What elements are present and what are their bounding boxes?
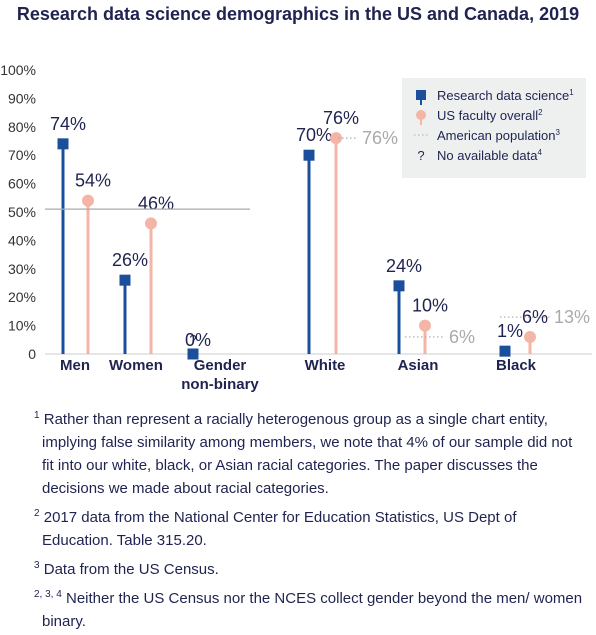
- footnote-mark: 1: [34, 410, 40, 421]
- legend-name: US faculty overall: [437, 108, 538, 123]
- value-label: 70%: [296, 125, 332, 145]
- y-tick-label: 30%: [8, 261, 36, 277]
- value-label: 10%: [412, 296, 448, 316]
- y-tick-label: 20%: [8, 289, 36, 305]
- footnote-mark: 2, 3, 4: [34, 589, 62, 600]
- value-label: 6%: [522, 307, 548, 327]
- reference-label: 6%: [449, 327, 475, 347]
- value-label: 54%: [75, 171, 111, 191]
- marker: [330, 132, 342, 145]
- x-tick-label: Black: [496, 357, 537, 374]
- marker: [419, 319, 431, 332]
- marker: [499, 345, 511, 357]
- value-label: 46%: [138, 193, 174, 213]
- x-tick-label: Men: [60, 357, 90, 374]
- footnote: 3 Data from the US Census.: [28, 554, 588, 581]
- y-tick-label: 10%: [8, 318, 36, 334]
- reference-label: 76%: [362, 128, 398, 148]
- y-tick-label: 60%: [8, 176, 36, 192]
- legend-symbol: ?: [417, 148, 424, 163]
- footnote-text: Data from the US Census.: [43, 561, 219, 578]
- legend-label: American population3: [437, 128, 561, 143]
- legend-footnote: 2: [538, 108, 543, 117]
- footnote-text: Rather than represent a racially heterog…: [42, 411, 573, 497]
- marker: [524, 330, 536, 343]
- footnote: 2, 3, 4 Neither the US Census nor the NC…: [28, 583, 588, 633]
- value-label: 0%: [185, 330, 211, 350]
- marker: [303, 149, 315, 161]
- legend-label: Research data science1: [437, 88, 574, 103]
- y-tick-label: 50%: [8, 204, 36, 220]
- x-tick-label: Women: [109, 357, 163, 374]
- y-tick-label: 70%: [8, 147, 36, 163]
- y-tick-label: 100%: [0, 62, 36, 78]
- legend: Research data science1 US faculty overall…: [414, 88, 574, 163]
- footnote: 2 2017 data from the National Center for…: [28, 502, 588, 552]
- footnote: 1 Rather than represent a racially heter…: [28, 404, 588, 500]
- value-label: 24%: [386, 256, 422, 276]
- x-tick-label: Asian: [398, 357, 439, 374]
- value-label: 76%: [323, 108, 359, 128]
- no-data-mark: ?: [189, 332, 196, 347]
- footnotes: 1 Rather than represent a racially heter…: [28, 404, 588, 635]
- legend-footnote: 1: [569, 88, 574, 97]
- x-tick-label-line: Gender: [194, 357, 247, 374]
- marker: [119, 274, 131, 286]
- legend-symbol: [416, 110, 426, 120]
- marker: [145, 217, 157, 230]
- marker: [393, 280, 405, 292]
- legend-label: No available data4: [437, 148, 542, 163]
- x-tick-label: Gender non-binary: [181, 357, 259, 393]
- y-tick-label: 0: [28, 346, 36, 362]
- legend-box: [402, 78, 586, 178]
- x-tick-label: White: [305, 357, 346, 374]
- legend-footnote: 4: [537, 148, 542, 157]
- legend-name: American population: [437, 128, 556, 143]
- marker: [187, 348, 199, 360]
- chart-title: Research data science demographics in th…: [17, 4, 579, 24]
- legend-name: No available data: [437, 148, 538, 163]
- legend-footnote: 3: [556, 128, 561, 137]
- footnote-text: Neither the US Census nor the NCES colle…: [42, 590, 583, 630]
- y-tick-label: 90%: [8, 90, 36, 106]
- y-tick-label: 40%: [8, 232, 36, 248]
- value-label: 1%: [497, 321, 523, 341]
- legend-symbol: [416, 90, 426, 100]
- footnote-text: 2017 data from the National Center for E…: [42, 509, 517, 549]
- legend-label: US faculty overall2: [437, 108, 543, 123]
- y-tick-label: 80%: [8, 119, 36, 135]
- value-label: 26%: [112, 250, 148, 270]
- reference-label: 13%: [554, 307, 590, 327]
- legend-name: Research data science: [437, 88, 569, 103]
- marker: [57, 138, 69, 150]
- value-label: 74%: [50, 114, 86, 134]
- footnote-mark: 2: [34, 508, 40, 519]
- footnote-mark: 3: [34, 560, 40, 571]
- chart: Research data science demographics in th…: [0, 4, 592, 393]
- marker: [82, 194, 94, 207]
- x-tick-label-line: non-binary: [181, 376, 259, 393]
